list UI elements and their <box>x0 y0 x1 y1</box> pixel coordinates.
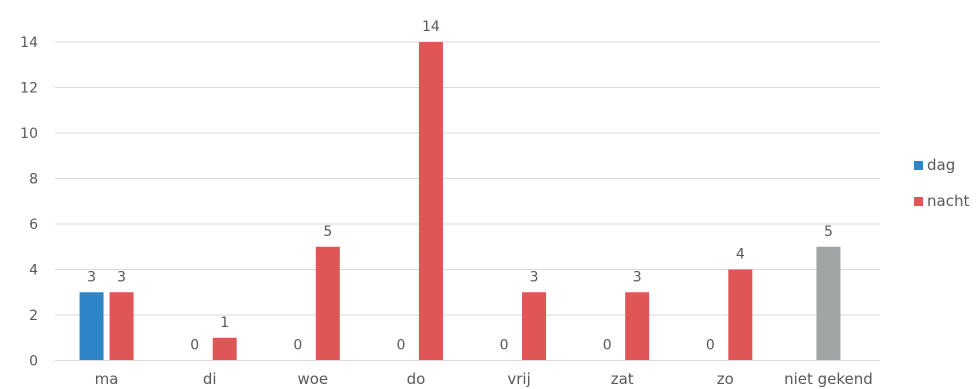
y-tick-label: 4 <box>29 263 38 279</box>
data-label: 4 <box>736 247 745 263</box>
data-label: 14 <box>422 19 440 35</box>
x-category-label: woe <box>297 370 328 388</box>
data-label: 0 <box>706 338 715 354</box>
nacht-bar-vrij <box>522 292 547 361</box>
data-label: 3 <box>87 269 96 285</box>
x-category-label: zat <box>611 370 634 388</box>
y-tick-label: 8 <box>29 172 38 188</box>
y-tick-label: 14 <box>20 35 38 51</box>
x-category-label: ma <box>95 370 119 388</box>
y-tick-label: 6 <box>29 217 38 233</box>
legend: dag nacht <box>914 156 969 210</box>
data-label: 1 <box>220 315 229 331</box>
x-category-label: di <box>203 370 217 388</box>
nacht-bar-do <box>418 42 443 361</box>
legend-swatch-nacht <box>914 197 923 206</box>
x-axis-categories: ma di woe do vrij zat zo niet gekend <box>95 370 873 388</box>
bars <box>79 42 841 361</box>
y-tick-label: 0 <box>29 354 38 370</box>
data-label: 0 <box>293 338 302 354</box>
y-tick-label: 10 <box>20 126 38 142</box>
y-tick-label: 2 <box>29 308 38 324</box>
data-label: 3 <box>117 269 126 285</box>
legend-label-nacht: nacht <box>927 192 969 210</box>
data-label: 5 <box>824 224 833 240</box>
data-label: 5 <box>323 224 332 240</box>
nacht-bar-di <box>212 337 237 361</box>
bar-niet-gekend <box>816 246 841 361</box>
data-label: 0 <box>396 338 405 354</box>
x-category-label: zo <box>717 370 734 388</box>
y-tick-label: 12 <box>20 81 38 97</box>
data-label: 3 <box>633 269 642 285</box>
nacht-bar-woe <box>315 246 340 361</box>
nacht-bar-zo <box>728 269 753 361</box>
nacht-bar-ma <box>109 292 134 361</box>
data-label: 0 <box>500 338 509 354</box>
dag-bar-ma <box>79 292 104 361</box>
data-label: 3 <box>530 269 539 285</box>
x-category-label: vrij <box>507 370 530 388</box>
data-label: 0 <box>190 338 199 354</box>
grid-lines <box>55 41 880 316</box>
data-label: 0 <box>603 338 612 354</box>
legend-swatch-dag <box>914 161 923 170</box>
x-category-label: do <box>407 370 426 388</box>
y-axis-ticks: 0 2 4 6 8 10 12 14 <box>20 35 38 370</box>
nacht-bar-zat <box>625 292 650 361</box>
x-category-label: niet gekend <box>784 370 873 388</box>
legend-label-dag: dag <box>927 156 955 174</box>
